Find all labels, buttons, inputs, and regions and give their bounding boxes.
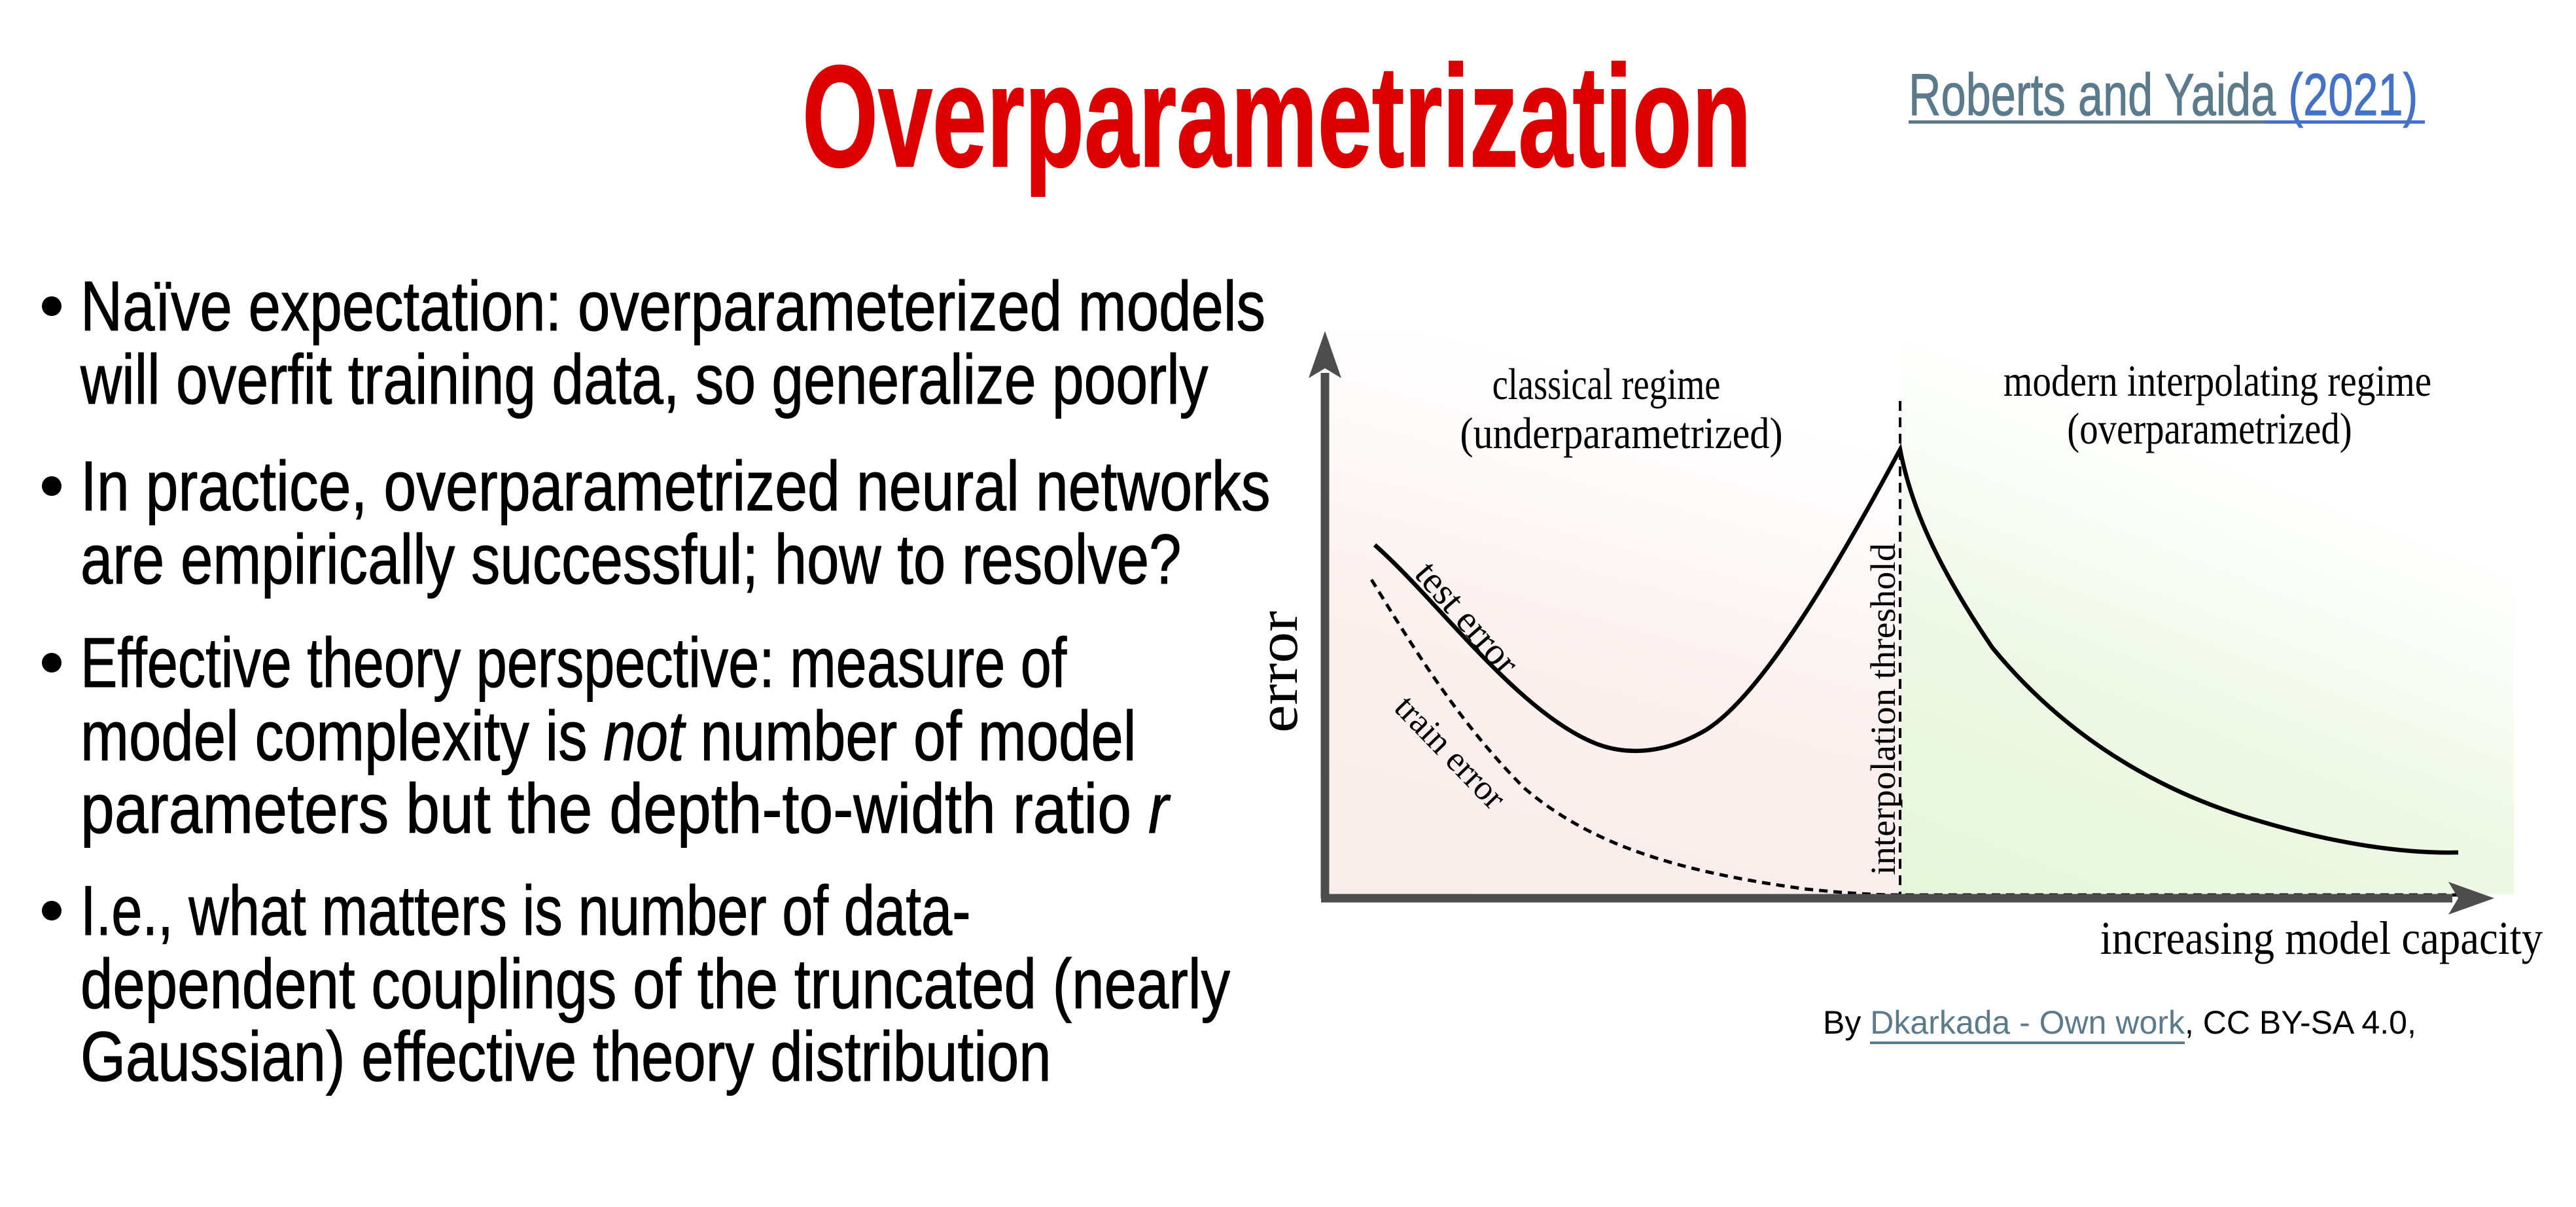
svg-text:(underparametrized): (underparametrized) <box>1460 409 1782 458</box>
svg-text:error: error <box>1246 611 1310 733</box>
svg-text:(overparametrized): (overparametrized) <box>2067 404 2352 453</box>
svg-text:increasing model capacity: increasing model capacity <box>2100 912 2543 964</box>
svg-text:modern interpolating regime: modern interpolating regime <box>2003 356 2431 406</box>
svg-text:interpolation threshold: interpolation threshold <box>1863 543 1903 875</box>
svg-text:classical regime: classical regime <box>1492 360 1721 409</box>
